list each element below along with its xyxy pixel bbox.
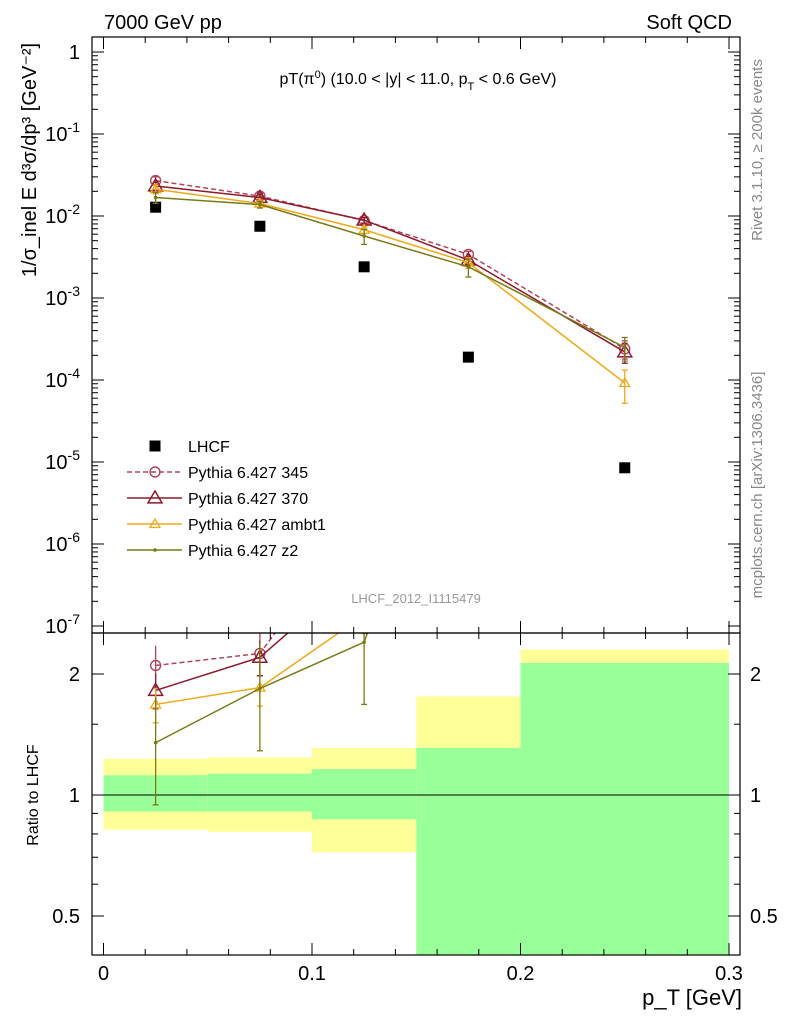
- data-point-0-0: [150, 201, 162, 213]
- data-point-0-3: [462, 351, 474, 363]
- legend-marker-4: [153, 548, 157, 552]
- y-tick-label-7: 10-7: [45, 611, 80, 638]
- mcplots-label: mcplots.cern.ch [arXiv:1306.3436]: [749, 372, 766, 599]
- ratio-point-3-1: [258, 686, 262, 691]
- ratio-series-1: [147, 220, 632, 710]
- legend-label-1: Pythia 6.427 345: [188, 465, 308, 482]
- ratio-y-label-left-2: 2: [69, 664, 80, 686]
- legend-label-0: LHCF: [188, 439, 230, 456]
- green-band-1: [207, 773, 312, 812]
- data-point-0-4: [619, 462, 631, 474]
- legend-marker-1: [149, 466, 161, 478]
- y-tick-label-2: 10-2: [45, 201, 80, 228]
- data-point-4-4: [622, 345, 627, 350]
- ratio-y-label-right-1: 1: [750, 785, 761, 807]
- header-right: Soft QCD: [646, 12, 732, 34]
- ratio-point-1-2: [357, 560, 371, 572]
- ratio-y-label-right-0: 0.5: [750, 906, 778, 928]
- series-line-2: [155, 185, 626, 353]
- x-tick-label-3: 0.3: [715, 963, 743, 985]
- ratio-point-0-4: [620, 207, 630, 217]
- x-tick-label-1: 0.1: [298, 963, 326, 985]
- x-tick-label-0: 0: [98, 963, 109, 985]
- series-line-1: [155, 179, 626, 350]
- legend-marker-2: [146, 489, 164, 504]
- ratio-y-label-left-0: 0.5: [52, 906, 80, 928]
- data-point-0-1: [254, 220, 266, 232]
- ratio-point-3-0: [153, 740, 158, 745]
- ratio-frame: [91, 632, 741, 956]
- series-line-3: [155, 188, 626, 384]
- series-line-4: [155, 196, 626, 349]
- ratio-point-2-2: [359, 610, 369, 619]
- ratio-point-0-2: [359, 509, 369, 519]
- legend-label-4: Pythia 6.427 z2: [188, 543, 298, 560]
- ratio-y-label-right-2: 2: [750, 664, 761, 686]
- plot-frames: [91, 36, 741, 956]
- ratio-point-2-3: [463, 329, 473, 338]
- y-axis-label-ratio: Ratio to LHCF: [25, 744, 42, 846]
- ratio-bands: [92, 649, 740, 955]
- series-3: [149, 182, 631, 404]
- header-left: 7000 GeV pp: [104, 12, 222, 34]
- data-point-4-0: [153, 195, 158, 200]
- ratio-point-1-4: [618, 220, 632, 232]
- axis-ticks: 1 10-1 10-2 10-3 10-4 10-5 10-6 10-7 0.5 0.5 1 1 2 2 0…: [45, 37, 778, 985]
- legend: LHCF Pythia 6.427 345 Pythia 6.427 370 Pyth…: [127, 439, 326, 560]
- main-series: [147, 174, 634, 474]
- data-point-3-4: [618, 376, 631, 388]
- legend-marker-3: [148, 517, 162, 529]
- ratio-point-3-4: [623, 203, 627, 207]
- y-tick-label-1: 10-1: [45, 119, 80, 146]
- y-tick-label-3: 10-3: [45, 283, 80, 310]
- y-tick-label-0: 1: [69, 42, 80, 64]
- ratio-line-1: [155, 633, 290, 692]
- ratio-line-2: [155, 633, 340, 706]
- legend-marker-0: [149, 440, 161, 452]
- data-point-4-3: [466, 265, 471, 269]
- legend-label-3: Pythia 6.427 ambt1: [188, 517, 326, 534]
- green-band-4: [520, 663, 729, 955]
- y-tick-label-5: 10-5: [45, 447, 80, 474]
- y-tick-label-4: 10-4: [45, 365, 80, 392]
- ratio-series: [147, 203, 632, 806]
- ratio-point-0-3: [463, 286, 473, 296]
- ratio-point-3-2: [362, 640, 366, 644]
- green-band-2: [312, 769, 417, 820]
- legend-label-2: Pythia 6.427 370: [188, 491, 308, 508]
- series-0: [150, 201, 631, 474]
- series-4: [152, 191, 628, 362]
- data-point-0-2: [358, 261, 370, 273]
- data-point-4-1: [258, 202, 262, 207]
- ratio-series-3: [152, 203, 627, 806]
- rivet-label: Rivet 3.1.10, ≥ 200k events: [749, 59, 766, 241]
- plot-title: pT(π0) (10.0 < |y| < 11.0, pT < 0.6 GeV): [280, 69, 557, 93]
- x-tick-label-2: 0.2: [507, 963, 535, 985]
- analysis-id: LHCF_2012_I1115479: [351, 591, 481, 606]
- data-point-4-2: [362, 234, 366, 238]
- x-axis-label: p_T [GeV]: [642, 985, 742, 1010]
- green-band-3: [416, 747, 521, 955]
- y-axis-label-main: 1/σ_inel E d³σ/dp³ [GeV⁻²]: [19, 43, 41, 277]
- ratio-y-label-left-1: 1: [69, 785, 80, 807]
- ratio-point-1-3: [461, 312, 475, 324]
- series-2: [147, 177, 634, 364]
- ratio-point-0-0: [149, 659, 162, 672]
- y-tick-label-6: 10-6: [45, 529, 80, 556]
